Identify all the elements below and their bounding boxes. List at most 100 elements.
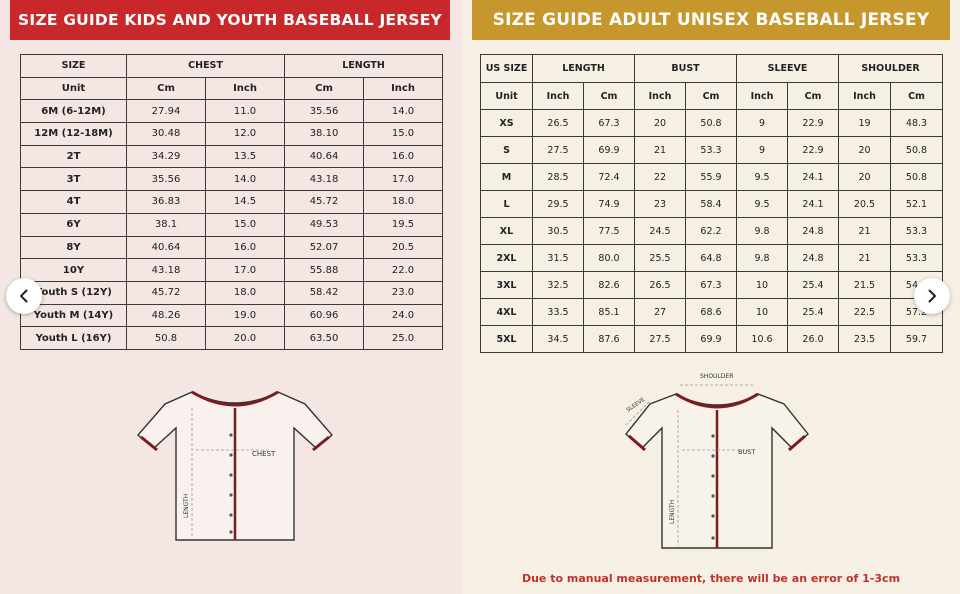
table-cell: 24.8: [787, 217, 839, 245]
unit-label: Unit: [20, 76, 127, 101]
table-cell: 19.0: [204, 303, 286, 328]
table-cell: 30.5: [532, 217, 584, 245]
table-cell: 20: [634, 109, 686, 137]
table-cell: 24.5: [634, 217, 686, 245]
table-cell: 20: [838, 163, 891, 191]
chest-label: CHEST: [252, 450, 276, 458]
table-cell: 16.0: [363, 144, 444, 169]
jersey-diagram: SHOULDER SLEEVE BUST LENGTH: [625, 373, 809, 549]
header-size: SIZE: [20, 54, 127, 78]
size-cell: 3XL: [480, 271, 533, 299]
table-cell: 20.0: [204, 326, 286, 350]
table-cell: 26.5: [634, 271, 686, 299]
table-cell: 10: [736, 271, 788, 299]
size-cell: 5XL: [480, 325, 533, 353]
table-cell: 49.53: [284, 212, 365, 237]
table-cell: 23.5: [838, 325, 891, 353]
size-cell: 6Y: [20, 212, 127, 237]
table-cell: 14.5: [204, 190, 286, 214]
table-cell: 21: [838, 244, 891, 272]
next-button[interactable]: [914, 278, 950, 314]
table-cell: 45.72: [126, 280, 206, 305]
table-row: L 29.5 74.9 23 58.4 9.5 24.1 20.5 52.1: [480, 190, 944, 218]
sleeve-label: SLEEVE: [626, 397, 647, 414]
table-cell: 11.0: [204, 99, 286, 124]
table-cell: 14.0: [363, 99, 444, 124]
table-row: Youth M (14Y) 48.26 19.0 60.96 24.0: [20, 303, 444, 328]
header-bust: BUST: [634, 54, 737, 83]
table-row: 5XL 34.5 87.6 27.5 69.9 10.6 26.0 23.5 59.7: [480, 325, 944, 353]
unit-cell: Inch: [838, 82, 891, 110]
table-row: S 27.5 69.9 21 53.3 9 22.9 20 50.8: [480, 136, 944, 164]
table-cell: 43.18: [126, 258, 206, 282]
table-cell: 24.8: [787, 244, 839, 272]
table-cell: 20.5: [838, 190, 891, 218]
unit-cell: Inch: [532, 82, 584, 110]
unit-cell: Inch: [634, 82, 686, 110]
table-cell: 34.29: [126, 144, 206, 169]
table-cell: 50.8: [889, 163, 944, 191]
table-cell: 23.0: [363, 280, 444, 305]
table-cell: 22.9: [787, 109, 839, 137]
size-cell: S: [480, 136, 533, 164]
size-cell: Youth L (16Y): [20, 326, 127, 350]
size-cell: 4XL: [480, 298, 533, 326]
table-cell: 27: [634, 298, 686, 326]
table-row: XL 30.5 77.5 24.5 62.2 9.8 24.8 21 53.3: [480, 217, 944, 245]
table-cell: 9: [736, 136, 788, 164]
table-cell: 35.56: [126, 167, 206, 192]
table-cell: 19: [838, 109, 891, 137]
table-cell: 28.5: [532, 163, 584, 191]
kids-size-guide-title: SIZE GUIDE KIDS AND YOUTH BASEBALL JERSE…: [10, 0, 450, 40]
header-shoulder: SHOULDER: [837, 54, 944, 83]
table-cell: 31.5: [532, 244, 584, 272]
table-cell: 34.5: [532, 325, 584, 353]
size-cell: XL: [480, 217, 533, 245]
header-length: LENGTH: [532, 54, 635, 83]
table-cell: 22.9: [787, 136, 839, 164]
table-cell: 53.3: [889, 244, 944, 272]
table-cell: 33.5: [532, 298, 584, 326]
table-cell: 29.5: [532, 190, 584, 218]
table-cell: 19.5: [363, 212, 444, 237]
table-unit-row: Unit Cm Inch Cm Inch: [20, 76, 444, 101]
table-cell: 9.5: [736, 163, 788, 191]
table-cell: 82.6: [583, 271, 635, 299]
table-cell: 26.0: [787, 325, 839, 353]
chevron-left-icon: [20, 289, 28, 303]
previous-button[interactable]: [6, 278, 42, 314]
table-cell: 18.0: [363, 190, 444, 214]
table-cell: 77.5: [583, 217, 635, 245]
table-cell: 32.5: [532, 271, 584, 299]
table-cell: 9.8: [736, 244, 788, 272]
shoulder-label: SHOULDER: [700, 373, 733, 380]
table-cell: 62.2: [685, 217, 737, 245]
table-cell: 15.0: [204, 212, 286, 237]
table-row: Youth S (12Y) 45.72 18.0 58.42 23.0: [20, 280, 444, 305]
table-cell: 25.5: [634, 244, 686, 272]
table-cell: 52.07: [284, 235, 365, 260]
unit-label: Unit: [480, 82, 533, 110]
table-cell: 22: [634, 163, 686, 191]
table-cell: 64.8: [685, 244, 737, 272]
table-row: Youth L (16Y) 50.8 20.0 63.50 25.0: [20, 326, 444, 350]
unit-cell: Cm: [284, 76, 365, 101]
table-cell: 55.9: [685, 163, 737, 191]
table-cell: 69.9: [685, 325, 737, 353]
table-cell: 85.1: [583, 298, 635, 326]
table-cell: 48.3: [889, 109, 944, 137]
unit-cell: Cm: [787, 82, 839, 110]
unit-cell: Cm: [685, 82, 737, 110]
table-cell: 9.8: [736, 217, 788, 245]
table-cell: 48.26: [126, 303, 206, 328]
table-cell: 9: [736, 109, 788, 137]
table-cell: 35.56: [284, 99, 365, 124]
table-row: 6M (6-12M) 27.94 11.0 35.56 14.0: [20, 99, 444, 124]
table-row: 4T 36.83 14.5 45.72 18.0: [20, 190, 444, 214]
table-cell: 22.0: [363, 258, 444, 282]
size-cell: 6M (6-12M): [20, 99, 127, 124]
table-cell: 12.0: [204, 122, 286, 146]
table-cell: 17.0: [363, 167, 444, 192]
table-cell: 21.5: [838, 271, 891, 299]
